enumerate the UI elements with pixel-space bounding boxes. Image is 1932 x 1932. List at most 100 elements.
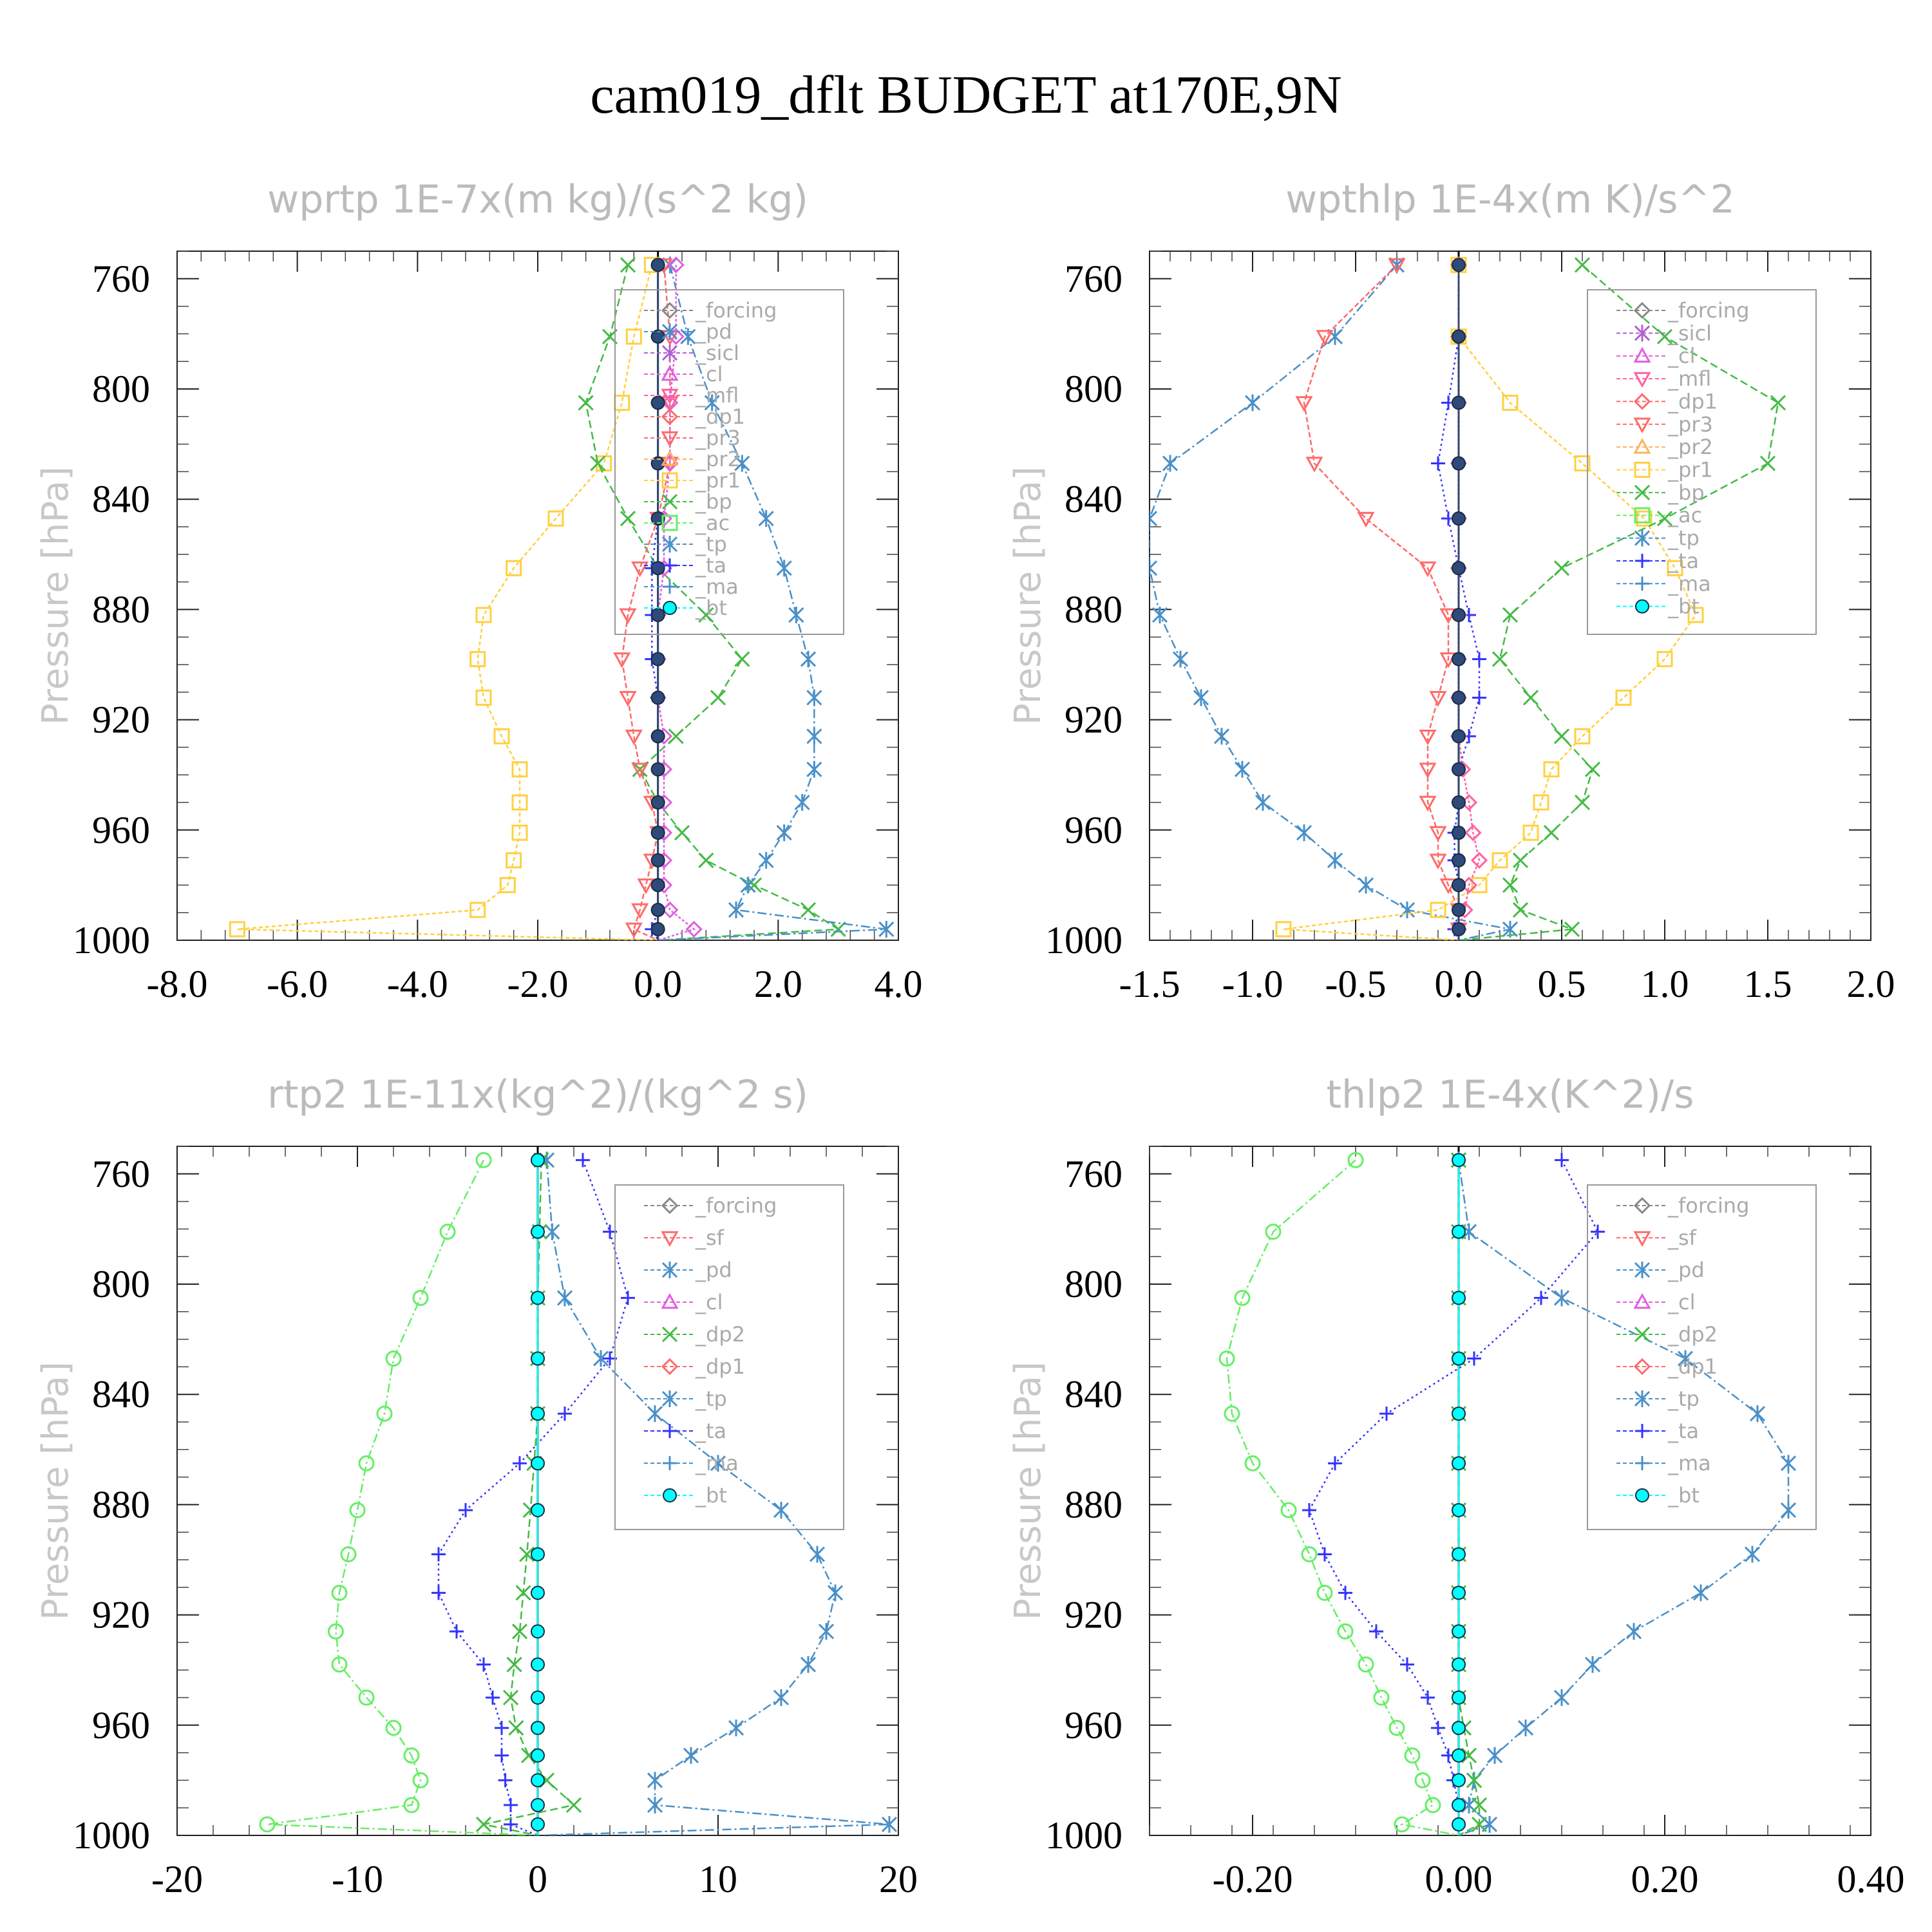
- series-marker-bp: [1759, 455, 1776, 471]
- y-tick-label: 1000: [73, 1814, 150, 1857]
- series-line-pr3: [1303, 264, 1460, 940]
- series-marker-dp2: [515, 1585, 531, 1601]
- x-tick-label: -2.0: [507, 963, 569, 1005]
- series-marker-bt: [650, 607, 665, 622]
- series-marker-bt: [531, 1153, 545, 1168]
- series-marker-pr1: [511, 761, 528, 778]
- chart-panel: rtp2 1E-11x(kg^2)/(kg^2 s) Pressure [hPa]…: [35, 1072, 918, 1900]
- legend-marker: [1633, 1358, 1651, 1376]
- series-marker-pr3: [1388, 258, 1406, 274]
- legend-marker: [1633, 1197, 1651, 1215]
- series-marker-tp: [758, 851, 774, 869]
- series-marker-ta: [431, 1586, 446, 1600]
- series-marker-tp: [683, 1747, 699, 1764]
- series-marker-ta: [495, 1748, 509, 1763]
- y-tick-label: 880: [92, 1483, 150, 1526]
- series-marker-bt: [1452, 652, 1466, 667]
- series-marker-dp1: [1316, 1584, 1333, 1601]
- x-tick-label: 0.20: [1631, 1858, 1699, 1900]
- series-line-bp: [585, 265, 841, 940]
- legend-marker: [661, 1358, 679, 1376]
- series-marker-tp: [1744, 1546, 1761, 1563]
- legend-label: _pd: [1667, 1258, 1705, 1282]
- series-marker-tp: [800, 1656, 817, 1673]
- series-marker-bp: [746, 877, 762, 893]
- legend-marker: [663, 1456, 677, 1470]
- series-marker-tp: [773, 1689, 790, 1706]
- series-marker-bt: [1452, 511, 1466, 526]
- series-marker-tp: [1553, 1289, 1570, 1307]
- series-marker-pr1: [493, 728, 510, 744]
- series-marker-tp: [1234, 761, 1251, 778]
- series-marker-bp: [1574, 794, 1591, 811]
- x-tick-label: 4.0: [875, 963, 923, 1005]
- y-tick-label: 880: [1065, 588, 1122, 630]
- legend: _forcing _sf _pd _cl _dp2 _dp1 _tp _ta _ma _bt: [614, 1184, 844, 1530]
- y-tick-label: 960: [1065, 809, 1122, 851]
- series-marker-pr1: [506, 852, 522, 869]
- legend-label: _ac: [695, 511, 730, 535]
- y-tick-label: 880: [92, 588, 150, 630]
- y-tick-label: 1000: [1045, 919, 1122, 961]
- series-marker-ta: [1472, 652, 1486, 667]
- series-marker-pr3: [631, 561, 649, 578]
- series-marker-bt: [531, 1224, 545, 1239]
- series-marker-tp: [1780, 1455, 1797, 1472]
- legend-label: _sicl: [695, 341, 739, 365]
- y-tick-label: 880: [1065, 1483, 1122, 1526]
- legend-label: _dp1: [1667, 389, 1718, 413]
- series-marker-pr3: [1316, 330, 1334, 346]
- series-marker-bt: [531, 1748, 545, 1763]
- series-marker-pd: [667, 256, 685, 274]
- series-marker-tp: [800, 650, 817, 668]
- series-marker-bt: [650, 395, 665, 410]
- series-marker-bt: [1452, 1657, 1466, 1672]
- series-marker-pr1: [1656, 650, 1673, 667]
- x-tick-label: 0.00: [1425, 1858, 1493, 1900]
- series-marker-tp: [1399, 901, 1416, 918]
- series-marker-ta: [1369, 1624, 1383, 1639]
- x-tick-label: -1.0: [1222, 963, 1283, 1005]
- legend-label: _ta: [695, 1419, 726, 1443]
- series-marker-bt: [1452, 1817, 1466, 1832]
- series-marker-tp: [1486, 1747, 1503, 1764]
- series-marker-bt: [531, 1721, 545, 1736]
- series-line-dp2: [483, 1160, 576, 1835]
- legend-label: _ma: [1667, 571, 1711, 596]
- series-marker-bt: [1452, 1406, 1466, 1421]
- series-marker-bp: [1584, 761, 1601, 777]
- legend-label: _bt: [695, 596, 727, 620]
- x-tick-label: 0.0: [634, 963, 682, 1005]
- series-marker-bp: [830, 921, 846, 937]
- series-marker-pr1: [1471, 876, 1488, 893]
- legend-box: [614, 1184, 844, 1530]
- legend-marker: [1635, 553, 1649, 568]
- legend-marker: [1634, 325, 1651, 342]
- legend-label: _bt: [695, 1483, 727, 1508]
- series-marker-tp: [827, 1584, 844, 1602]
- series-marker-dp1: [1347, 1151, 1364, 1168]
- y-tick-label: 920: [1065, 699, 1122, 741]
- series-marker-bp: [674, 825, 690, 841]
- legend-box: [1587, 289, 1817, 635]
- series-marker-tp: [592, 1350, 609, 1367]
- series-marker-bt: [1452, 395, 1466, 410]
- legend: _forcing _sf _pd _cl _dp2 _dp1 _tp _ta _ma _bt: [1587, 1184, 1817, 1530]
- series-marker-bp: [578, 395, 594, 411]
- legend-marker: [661, 493, 678, 510]
- series-marker-bt: [1452, 1624, 1466, 1639]
- series-marker-bt: [650, 902, 665, 917]
- series-marker-bt: [1452, 1351, 1466, 1366]
- legend-marker: [661, 323, 678, 340]
- series-marker-ta: [504, 1797, 518, 1812]
- y-tick-label: 920: [1065, 1594, 1122, 1636]
- series-marker-bt: [531, 1690, 545, 1705]
- legend-label: _pd: [695, 319, 732, 344]
- series-marker-bp: [1656, 328, 1673, 345]
- series-marker-tp: [806, 689, 822, 706]
- legend-marker: [661, 1262, 678, 1278]
- series-marker-pr1: [1430, 902, 1446, 918]
- legend-label: _forcing: [695, 298, 777, 323]
- series-marker-dp1: [1388, 1719, 1405, 1736]
